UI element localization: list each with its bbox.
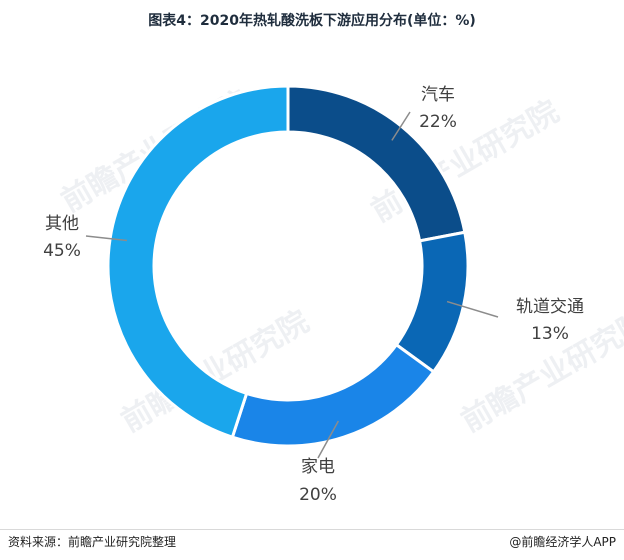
slice-labels: 汽车 22% 轨道交通 13% 家电 20% 其他 45% [43, 85, 584, 505]
slice-value-1: 13% [531, 324, 569, 344]
leader-line-0 [391, 111, 411, 141]
slice-value-3: 45% [43, 241, 81, 261]
slice-label-3: 其他 [45, 214, 79, 234]
slice-label-2: 家电 [301, 457, 335, 477]
leader-lines [85, 111, 499, 459]
slice-label-1: 轨道交通 [516, 297, 584, 317]
slice-value-2: 20% [299, 485, 337, 505]
leader-line-1 [446, 300, 499, 318]
source-note: 资料来源：前瞻产业研究院整理 [8, 535, 177, 549]
donut-slice-3 [106, 84, 290, 440]
chart-title: 图表4：2020年热轧酸洗板下游应用分布(单位：%) [148, 13, 476, 29]
donut-slices [106, 84, 470, 448]
slice-value-0: 22% [419, 112, 457, 132]
donut-chart: 前瞻产业研究院前瞻产业研究院前瞻产业研究院前瞻产业研究院 汽车22%轨道交通13… [43, 84, 624, 505]
leader-line-3 [85, 235, 128, 242]
brand-credit: @前瞻经济学人APP [509, 535, 616, 549]
leader-line-2 [317, 420, 340, 459]
footer: 资料来源：前瞻产业研究院整理 @前瞻经济学人APP [0, 529, 624, 553]
slice-label-0: 汽车 [421, 85, 455, 105]
